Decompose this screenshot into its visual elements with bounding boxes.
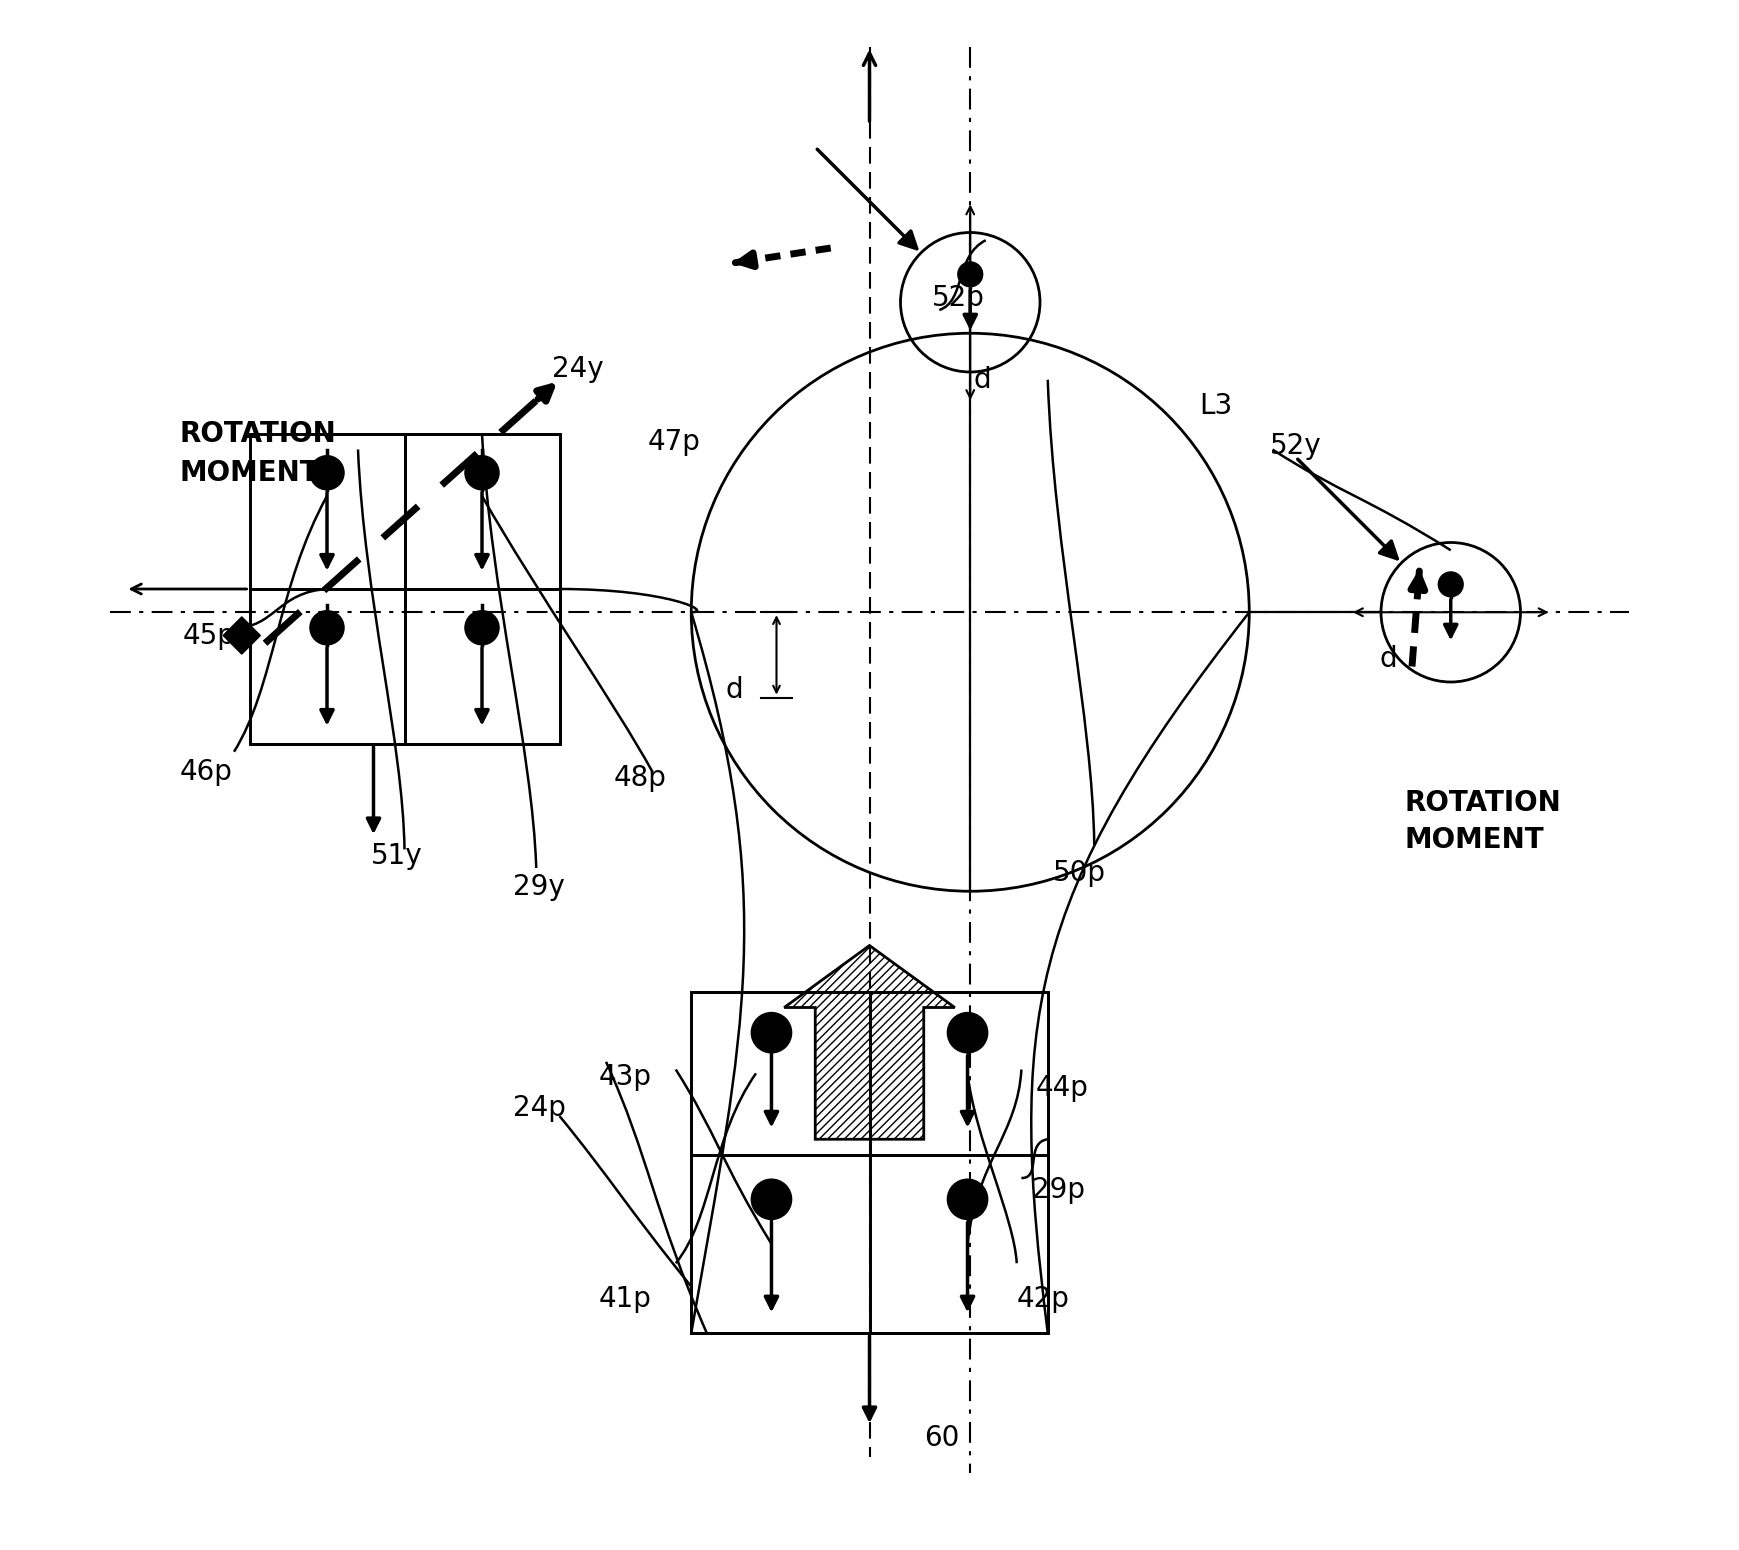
Text: 60: 60 xyxy=(923,1424,960,1452)
Text: 29y: 29y xyxy=(513,873,565,901)
Bar xyxy=(690,992,1049,1333)
Text: 52y: 52y xyxy=(1269,432,1322,460)
Circle shape xyxy=(751,1180,791,1220)
Text: 42p: 42p xyxy=(1017,1285,1069,1313)
Bar xyxy=(249,589,405,744)
Bar xyxy=(870,992,1049,1155)
Text: 24y: 24y xyxy=(551,355,603,383)
Bar xyxy=(249,434,560,744)
Bar xyxy=(405,434,560,589)
Text: 50p: 50p xyxy=(1052,859,1106,887)
Polygon shape xyxy=(223,617,261,654)
Circle shape xyxy=(958,262,983,287)
Bar xyxy=(870,1155,1049,1333)
Text: 46p: 46p xyxy=(179,758,233,786)
Text: ROTATION: ROTATION xyxy=(1405,789,1562,817)
Bar xyxy=(249,434,405,589)
Text: 51y: 51y xyxy=(370,842,423,870)
Text: 45p: 45p xyxy=(183,622,237,649)
Circle shape xyxy=(464,611,499,645)
Circle shape xyxy=(310,611,344,645)
Circle shape xyxy=(310,456,344,490)
Text: 29p: 29p xyxy=(1033,1176,1085,1204)
Text: d: d xyxy=(1381,645,1398,673)
Circle shape xyxy=(751,1012,791,1052)
Circle shape xyxy=(948,1180,988,1220)
Text: L3: L3 xyxy=(1200,392,1233,420)
Text: 41p: 41p xyxy=(598,1285,650,1313)
Text: d: d xyxy=(974,366,991,394)
Text: 47p: 47p xyxy=(649,428,701,456)
Bar xyxy=(690,992,870,1155)
Text: ROTATION: ROTATION xyxy=(179,420,337,448)
Bar xyxy=(690,1155,870,1333)
Bar xyxy=(405,589,560,744)
Text: 44p: 44p xyxy=(1035,1074,1089,1102)
Text: 48p: 48p xyxy=(614,764,666,792)
Circle shape xyxy=(948,1012,988,1052)
Text: d: d xyxy=(725,676,744,704)
Text: MOMENT: MOMENT xyxy=(1405,826,1544,854)
Circle shape xyxy=(464,456,499,490)
Text: 43p: 43p xyxy=(598,1063,650,1091)
Text: 52p: 52p xyxy=(932,284,984,312)
Text: 24p: 24p xyxy=(513,1094,565,1122)
Circle shape xyxy=(1438,572,1462,597)
Text: MOMENT: MOMENT xyxy=(179,459,320,487)
